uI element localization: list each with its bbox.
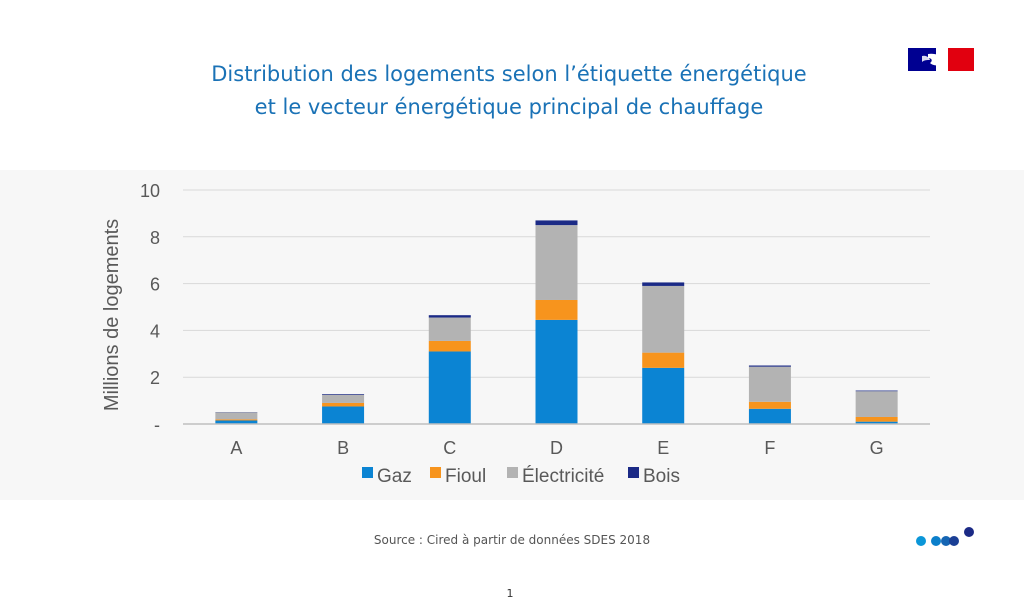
chart-panel: [0, 170, 1024, 500]
x-tick-label: E: [657, 438, 669, 458]
bar-segment-fioul: [748, 401, 791, 409]
legend-swatch: [362, 467, 373, 478]
dot-3: [941, 536, 951, 546]
legend-swatch: [628, 467, 639, 478]
bar-segment-gaz: [322, 406, 365, 424]
bar-segment-gaz: [748, 408, 791, 424]
dot-5: [964, 527, 974, 537]
bar-segment-bois: [642, 282, 685, 286]
title-line-1: Distribution des logements selon l’étiqu…: [211, 62, 807, 86]
x-tick-label: F: [764, 438, 775, 458]
bar-segment-lectricit: [642, 285, 685, 353]
bar-segment-fioul: [855, 416, 898, 422]
page-number: 1: [506, 587, 514, 600]
bar-segment-lectricit: [215, 412, 258, 420]
x-tick-label: D: [550, 438, 563, 458]
bar-segment-bois: [428, 315, 471, 318]
legend-label: Gaz: [377, 466, 412, 487]
marianne-hair: [922, 55, 930, 62]
dot-1: [916, 536, 926, 546]
bar-segment-bois: [322, 394, 365, 395]
decorative-dots-icon: [916, 527, 974, 546]
bar-segment-bois: [748, 365, 791, 367]
y-tick-label: 10: [140, 181, 160, 201]
legend-swatch: [430, 467, 441, 478]
bar-segment-fioul: [215, 419, 258, 421]
x-tick-label: C: [443, 438, 456, 458]
legend-label: Électricité: [522, 466, 604, 487]
bar-segment-lectricit: [428, 317, 471, 341]
bar-segment-fioul: [428, 340, 471, 352]
x-tick-label: B: [337, 438, 349, 458]
y-tick-label: 6: [150, 275, 160, 295]
flag-red-band: [948, 48, 974, 71]
title-line-2: et le vecteur énergétique principal de c…: [254, 95, 764, 119]
chart-title: Distribution des logements selon l’étiqu…: [0, 58, 1018, 124]
bar-segment-lectricit: [535, 225, 578, 300]
y-axis-label: Millions de logements: [101, 219, 123, 411]
dot-2: [931, 536, 941, 546]
y-tick-label: -: [154, 415, 160, 435]
y-tick-label: 8: [150, 228, 160, 248]
x-tick-label: A: [230, 438, 242, 458]
marianne-logo: [908, 48, 974, 71]
dot-4: [949, 536, 959, 546]
bar-segment-fioul: [535, 299, 578, 320]
bar-segment-gaz: [855, 421, 898, 424]
y-tick-label: 2: [150, 368, 160, 388]
bar-segment-gaz: [215, 420, 258, 424]
x-tick-label: G: [870, 438, 884, 458]
bar-segment-gaz: [642, 367, 685, 424]
bar-segment-bois: [535, 220, 578, 226]
bar-segment-bois: [855, 390, 898, 392]
bar-segment-lectricit: [855, 391, 898, 417]
marianne-profile: [928, 53, 944, 66]
bar-segment-fioul: [322, 402, 365, 407]
bar-segment-lectricit: [748, 366, 791, 402]
bar-segment-gaz: [535, 319, 578, 424]
bar-segment-gaz: [428, 351, 471, 424]
y-tick-label: 4: [150, 321, 160, 341]
legend-label: Bois: [643, 466, 680, 487]
legend-swatch: [507, 467, 518, 478]
legend-label: Fioul: [445, 466, 486, 487]
bar-segment-fioul: [642, 352, 685, 368]
bar-segment-lectricit: [322, 394, 365, 403]
source-note: Source : Cired à partir de données SDES …: [373, 533, 651, 547]
